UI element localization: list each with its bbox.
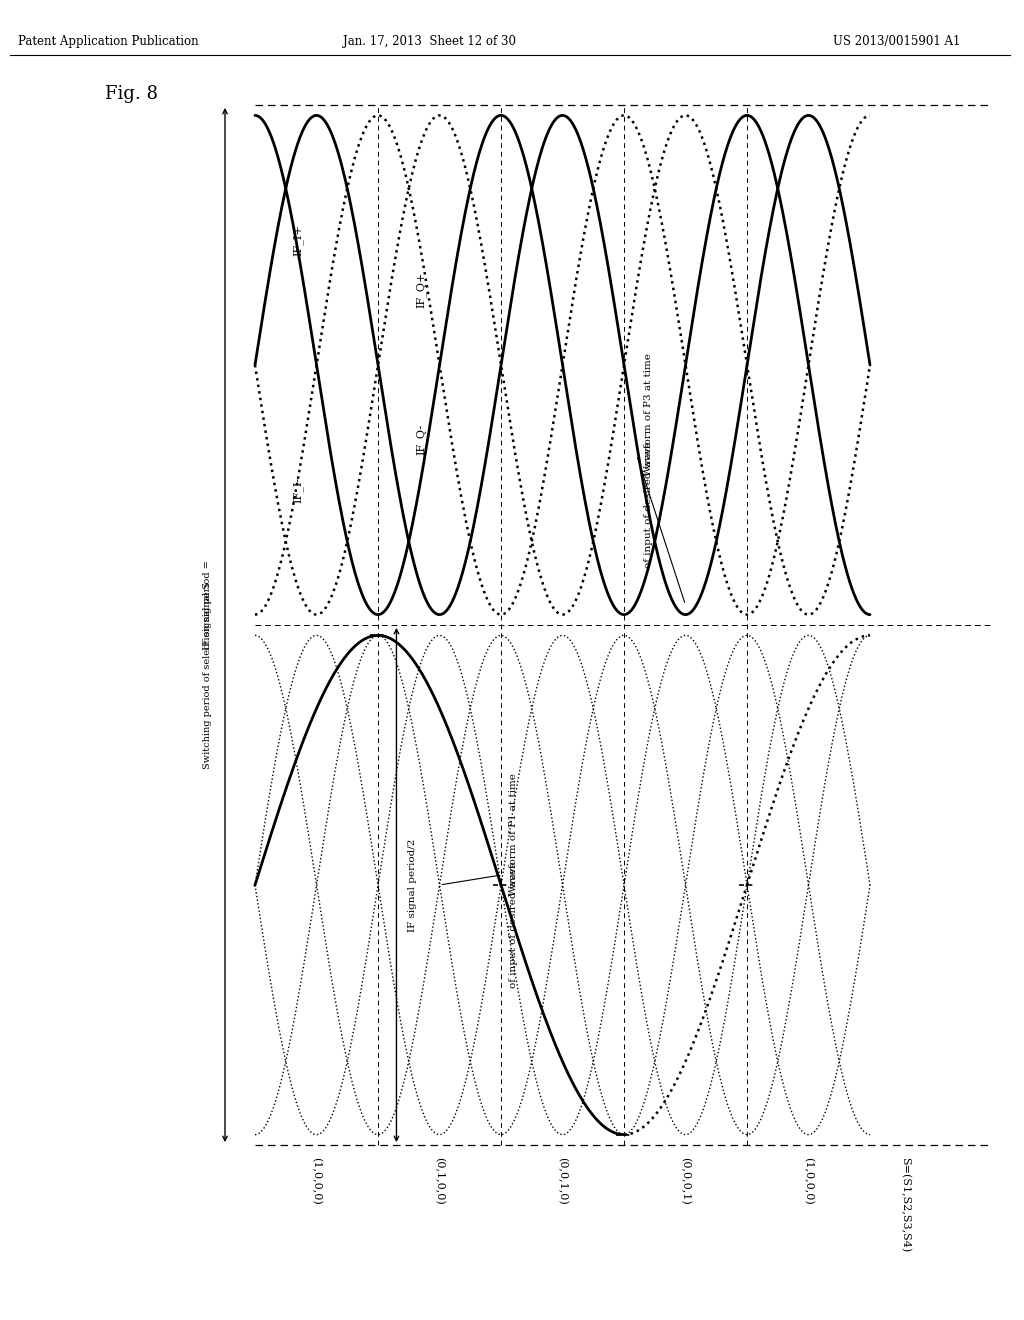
Text: Waveform of P3 at time: Waveform of P3 at time: [644, 354, 653, 477]
Text: (1,0,0,0): (1,0,0,0): [311, 1158, 322, 1205]
Text: (0,1,0,0): (0,1,0,0): [434, 1158, 444, 1205]
Text: (0,0,0,1): (0,0,0,1): [680, 1158, 690, 1205]
Text: IF_I+: IF_I+: [293, 224, 303, 256]
Text: (1,0,0,0): (1,0,0,0): [804, 1158, 814, 1205]
Text: of input of desired wave: of input of desired wave: [509, 862, 518, 989]
Text: US 2013/0015901 A1: US 2013/0015901 A1: [833, 36, 961, 48]
Text: S=(S1,S2,S3,S4): S=(S1,S2,S3,S4): [900, 1158, 910, 1253]
Text: Patent Application Publication: Patent Application Publication: [18, 36, 199, 48]
Text: Switching period of selection signal S: Switching period of selection signal S: [203, 581, 212, 768]
Text: of input of desired wave: of input of desired wave: [644, 442, 653, 569]
Text: Jan. 17, 2013  Sheet 12 of 30: Jan. 17, 2013 Sheet 12 of 30: [343, 36, 516, 48]
Text: IF signal period/2: IF signal period/2: [409, 838, 418, 932]
Text: Waveform of P1 at time: Waveform of P1 at time: [509, 774, 518, 896]
Text: IF_Q-: IF_Q-: [416, 424, 426, 455]
Text: IF_Q+: IF_Q+: [416, 272, 426, 309]
Text: IF_I-: IF_I-: [293, 477, 303, 503]
Text: IF signal period =: IF signal period =: [203, 560, 212, 649]
Text: (0,0,1,0): (0,0,1,0): [557, 1158, 567, 1205]
Text: Fig. 8: Fig. 8: [105, 84, 158, 103]
